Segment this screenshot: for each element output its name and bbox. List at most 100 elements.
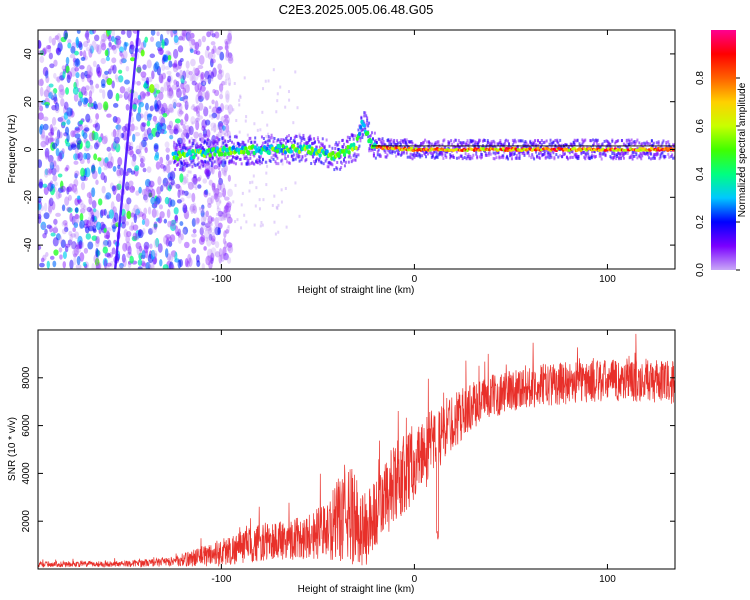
spectrum-cell — [222, 136, 225, 140]
y-tick-label: 20 — [23, 96, 34, 108]
spectrum-cell — [197, 156, 200, 160]
spectrum-cell — [141, 213, 147, 220]
spectrum-cell — [123, 229, 128, 238]
spectrum-cell — [157, 91, 164, 101]
spectrum-cell — [86, 38, 90, 44]
spectrum-cell — [53, 96, 58, 105]
spectrum-cell — [409, 156, 412, 160]
spectrum-cell — [72, 86, 79, 95]
spectrum-cell — [95, 236, 100, 244]
spectrum-cell — [222, 237, 227, 245]
spectrum-cell — [167, 75, 172, 83]
spectrum-cell — [276, 99, 279, 103]
spectrum-cell — [211, 99, 215, 105]
spectrum-cell — [253, 162, 256, 166]
spectrum-cell — [191, 218, 196, 227]
spectrum-cell — [86, 219, 91, 229]
spectrum-cell — [43, 202, 48, 212]
spectrum-cell — [236, 218, 239, 222]
spectrum-cell — [187, 181, 190, 185]
spectrum-cell — [224, 240, 228, 249]
spectrum-cell — [260, 221, 263, 225]
spectrum-cell — [486, 141, 489, 145]
spectrum-cell — [264, 140, 267, 144]
spectrum-cell — [194, 164, 197, 168]
spectrum-cell — [38, 159, 43, 168]
spectrum-cell — [227, 56, 234, 64]
spectrum-cell — [149, 53, 156, 59]
spectrum-cell — [441, 151, 444, 155]
spectrum-cell — [100, 172, 105, 181]
spectrum-cell — [271, 136, 274, 140]
spectrum-cell — [421, 154, 424, 158]
spectrum-cell — [364, 111, 367, 115]
spectrum-cell — [187, 84, 190, 88]
spectrum-cell — [74, 58, 81, 67]
spectrum-cell — [210, 58, 216, 64]
spectrum-cell — [619, 157, 622, 161]
spectrum-cell — [259, 159, 262, 163]
spectrum-cell — [489, 152, 492, 156]
spectrum-cell — [173, 35, 179, 44]
spectrum-cell — [140, 71, 147, 78]
spectrum-cell — [94, 122, 101, 132]
spectrum-cell — [185, 132, 190, 140]
spectrum-cell — [126, 197, 132, 205]
spectrum-cell — [165, 147, 170, 153]
spectrum-cell — [74, 213, 79, 220]
spectrum-cell — [160, 75, 164, 84]
spectrum-cell — [228, 82, 231, 86]
spectrum-cell — [135, 208, 140, 216]
spectrum-cell — [82, 204, 87, 211]
spectrum-cell — [223, 170, 227, 177]
spectrum-cell — [153, 200, 158, 207]
spectrum-cell — [220, 86, 223, 90]
spectrum-cell — [340, 166, 343, 170]
spectrum-cell — [66, 119, 71, 125]
spectrum-cell — [142, 167, 147, 173]
spectrum-cell — [245, 220, 248, 224]
spectrum-cell — [77, 151, 84, 161]
spectrum-cell — [146, 166, 152, 173]
spectrum-cell — [346, 140, 349, 144]
spectrum-cell — [115, 38, 122, 46]
spectrum-cell — [130, 141, 134, 152]
spectrum-cell — [342, 142, 345, 146]
spectrum-cell — [519, 139, 522, 143]
spectrum-cell — [343, 164, 346, 168]
spectrum-cell — [256, 158, 259, 162]
spectrum-cell — [265, 134, 268, 138]
spectrum-cell — [180, 119, 184, 126]
spectrogram-ylabel: Frequency (Hz) — [7, 115, 18, 184]
spectrum-cell — [352, 134, 355, 138]
spectrum-cell — [622, 156, 625, 160]
spectrum-cell — [153, 221, 158, 230]
spectrum-cell — [196, 142, 199, 146]
spectrum-cell — [74, 231, 80, 240]
spectrum-cell — [235, 135, 238, 139]
spectrum-cell — [200, 163, 203, 167]
spectrum-cell — [181, 32, 186, 42]
spectrum-cell — [132, 224, 139, 231]
spectrum-cell — [78, 91, 84, 99]
spectrum-cell — [222, 141, 225, 145]
spectrum-cell — [269, 136, 272, 140]
spectrum-cell — [175, 72, 180, 78]
spectrum-cell — [494, 152, 497, 156]
colorbar-tick-label: 0.2 — [695, 215, 706, 229]
spectrum-cell — [196, 260, 201, 267]
spectrum-cell — [140, 49, 145, 57]
spectrum-cell — [180, 137, 186, 144]
spectrum-cell — [40, 221, 47, 231]
spectrum-cell — [187, 30, 192, 41]
spectrum-cell — [457, 156, 460, 160]
spectrum-cell — [242, 150, 246, 155]
spectrum-cell — [50, 137, 55, 142]
spectrum-cell — [204, 140, 207, 144]
spectrum-cell — [206, 221, 212, 227]
spectrum-cell — [195, 50, 201, 56]
spectrum-cell — [80, 167, 85, 177]
spectrum-cell — [142, 261, 147, 269]
spectrum-cell — [57, 173, 63, 178]
spectrum-cell — [397, 141, 400, 145]
